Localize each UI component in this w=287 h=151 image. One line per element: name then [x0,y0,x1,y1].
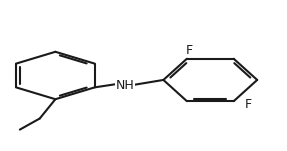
Text: F: F [186,44,193,57]
Text: NH: NH [116,79,134,92]
Text: F: F [245,98,251,111]
